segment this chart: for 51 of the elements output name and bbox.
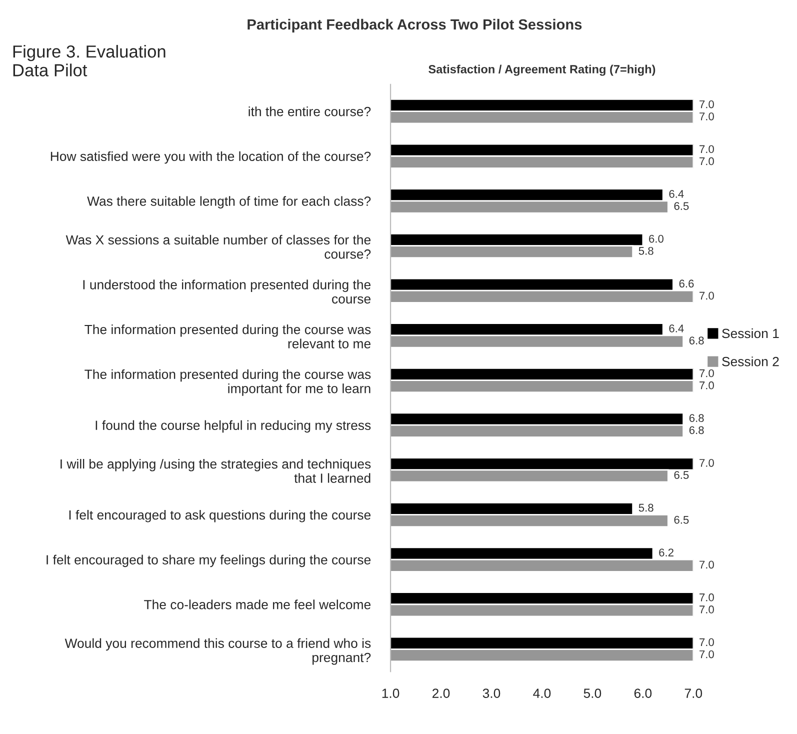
x-tick-label: 2.0 [432,688,450,698]
data-label: 6.4 [669,190,684,198]
data-label: 6.4 [669,324,684,332]
y-tick-label: How satisfied were you with the location of the course? [50,151,371,164]
y-tick-label: I felt encouraged to share my feelings during the course [46,554,371,568]
data-label: 7.0 [700,145,714,154]
data-label: 7.0 [700,560,714,569]
legend-label: Session 2 [722,356,779,366]
x-tick-label: 6.0 [634,688,652,698]
data-label: 6.5 [674,471,689,479]
y-tick-label: I understood the information presented during the course [83,280,371,304]
x-tick-label: 7.0 [684,688,702,698]
data-label: 7.0 [700,381,714,390]
data-label: 7.0 [700,292,714,300]
y-tick-label: Would you recommend this course to a friend who is pregnant? [64,638,371,665]
y-tick-label: I felt encouraged to ask questions during the course [69,510,371,522]
y-tick-label: Was there suitable length of time for each class? [87,196,371,208]
data-label: 5.8 [638,246,654,255]
data-label: 7.0 [700,100,714,108]
data-label: 7.0 [700,369,714,378]
data-label: 6.6 [679,280,694,288]
data-label: 7.0 [700,638,714,646]
x-tick-label: 3.0 [482,688,500,698]
x-tick-label: 4.0 [533,688,551,698]
data-label: 6.5 [674,202,689,210]
chart-title: Participant Feedback Across Two Pilot Sessions [248,18,582,32]
x-tick-label: 5.0 [584,688,602,698]
legend-label: Session 1 [722,328,779,338]
y-tick-label: I found the course helpful in reducing my stress [96,420,371,433]
data-label: 6.8 [689,414,704,422]
y-tick-label: The information presented during the course was relevant to me [84,324,371,348]
data-label: 6.8 [689,426,704,434]
y-tick-label: I will be applying /using the strategies and techniques that I learned [60,458,371,483]
data-label: 7.0 [700,458,714,467]
data-label: 6.2 [659,548,674,556]
caption: Figure 3. Evaluation Data Pilot [13,44,166,76]
data-label: 7.0 [700,112,714,120]
y-tick-label: The information presented during the course was important for me to learn [84,369,371,396]
data-label: 6.5 [674,516,689,524]
y-tick-label: Was X sessions a suitable number of classes for the course? [66,234,371,259]
data-label: 7.0 [700,593,714,602]
data-label: 6.0 [649,234,664,243]
y-tick-label: ith the entire course? [248,106,371,116]
chart-subtitle: Satisfaction / Agreement Rating (7=high) [428,64,656,76]
y-tick-label: The co-leaders made me feel welcome [144,600,371,610]
data-label: 7.0 [700,650,714,658]
data-label: 5.8 [638,504,654,512]
x-tick-label: 1.0 [382,688,400,698]
data-label: 7.0 [700,157,714,166]
data-label: 6.8 [689,336,704,344]
data-label: 7.0 [700,606,714,614]
